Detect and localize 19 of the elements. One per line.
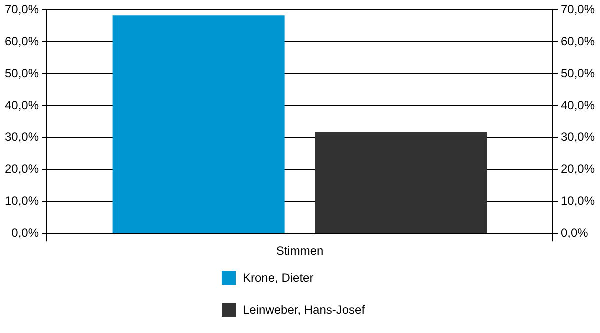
y-tick-label: 40,0% [4, 98, 40, 112]
y-tick-label: 50,0% [4, 66, 40, 80]
text: 10,0% [560, 194, 596, 208]
y-tick-label: 60,0% [4, 34, 40, 48]
text: 20,0% [560, 162, 596, 176]
text: 60,0% [560, 34, 596, 48]
text: 30,0% [560, 130, 596, 144]
y-tick-label: 30,0% [4, 130, 40, 144]
y-tick-label: 0,0% [12, 226, 40, 240]
legend-label: Leinweber, Hans-Josef [243, 303, 366, 317]
text: 70,0% [560, 2, 596, 17]
y-tick-label: 10,0% [4, 194, 40, 208]
x-tick-label: Stimmen [276, 244, 324, 258]
text: 0,0% [560, 226, 588, 240]
y-tick-label: 20,0% [4, 162, 40, 176]
text: 50,0% [560, 66, 596, 80]
y-tick-label: 70,0% [4, 2, 40, 17]
legend-label: Krone, Dieter [243, 271, 314, 285]
text: 40,0% [560, 98, 596, 112]
